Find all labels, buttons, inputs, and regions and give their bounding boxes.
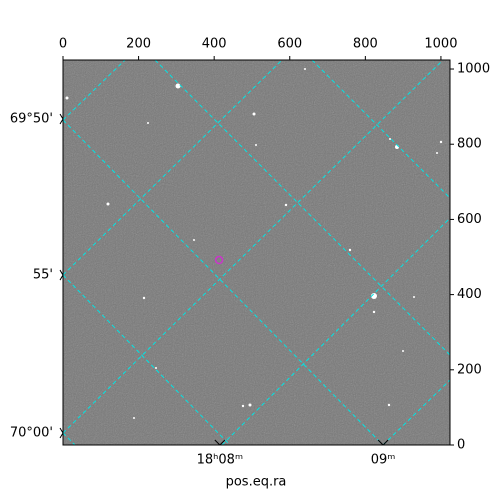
top-tick-label: 400: [202, 37, 227, 52]
plot-frame: [62, 59, 451, 446]
right-tick-label: 400: [457, 287, 482, 302]
right-tick-label: 600: [457, 212, 482, 227]
dec-tick-label: 69°50': [10, 112, 53, 127]
right-tick-label: 800: [457, 137, 482, 152]
sky-image: [63, 60, 450, 445]
dec-tick-label: 55': [33, 268, 53, 283]
dec-tick-label: 70°00': [10, 425, 53, 440]
ra-tick: [214, 439, 226, 446]
ra-tick: [377, 439, 389, 446]
x-axis-label: pos.eq.ra: [226, 475, 287, 490]
top-tick-label: 600: [277, 37, 302, 52]
top-tick-label: 200: [126, 37, 151, 52]
ra-tick-label: 18ʰ08ᵐ: [197, 453, 243, 468]
right-tick-label: 0: [457, 438, 465, 453]
top-tick-label: 1000: [424, 37, 457, 52]
dec-tick: [59, 427, 64, 439]
right-tick-label: 1000: [457, 62, 490, 77]
right-tick-label: 200: [457, 362, 482, 377]
wcs-grid: [63, 60, 450, 445]
target-marker: [214, 255, 224, 265]
dec-tick: [59, 113, 64, 125]
ra-tick-label: 09ᵐ: [371, 453, 396, 468]
top-tick-label: 0: [59, 37, 67, 52]
top-tick-label: 800: [353, 37, 378, 52]
dec-tick: [59, 269, 64, 281]
